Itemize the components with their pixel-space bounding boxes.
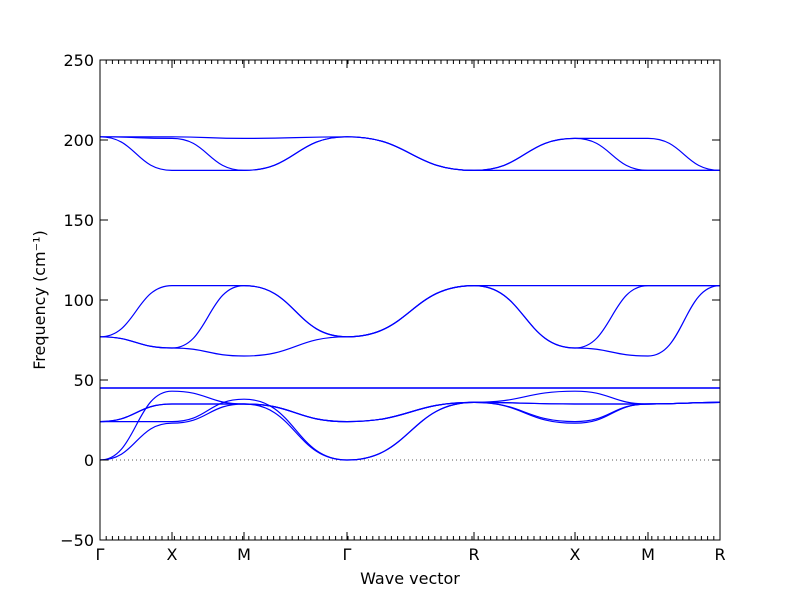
phonon-band <box>171 136 245 139</box>
x-tick-label: X <box>570 545 581 564</box>
phonon-band <box>99 390 173 461</box>
phonon-band <box>243 336 348 357</box>
phonon-band <box>574 137 649 171</box>
phonon-band <box>171 347 245 357</box>
phonon-band <box>243 285 348 338</box>
y-axis-ticks: −50 0 50 100 150 200 250 <box>60 51 720 550</box>
y-tick-label: −50 <box>60 531 94 550</box>
x-tick-label: M <box>237 545 251 564</box>
x-tick-label: Γ <box>96 545 105 564</box>
plot-frame <box>99 59 721 541</box>
phonon-band <box>171 285 245 349</box>
phonon-band <box>243 403 348 423</box>
phonon-band <box>99 336 173 349</box>
phonon-band <box>647 285 721 357</box>
phonon-band <box>99 422 173 461</box>
phonon-band <box>346 401 475 423</box>
x-axis-label: Wave vector <box>360 569 460 588</box>
x-minor-ticks <box>99 60 715 540</box>
phonon-band <box>473 401 576 405</box>
phonon-band <box>99 403 173 423</box>
phonon-band <box>99 136 173 171</box>
bands-group <box>99 136 721 461</box>
phonon-band <box>574 347 649 357</box>
y-tick-label: 200 <box>63 131 94 150</box>
phonon-band <box>243 398 348 461</box>
phonon-band <box>171 398 245 423</box>
x-tick-label: R <box>468 545 479 564</box>
y-tick-label: 250 <box>63 51 94 70</box>
phonon-band <box>346 136 475 171</box>
y-axis-label: Frequency (cm⁻¹) <box>30 230 49 369</box>
plot-area <box>100 60 720 540</box>
phonon-band <box>346 285 475 338</box>
x-tick-label: Γ <box>343 545 352 564</box>
phonon-band <box>99 285 173 338</box>
phonon-band <box>574 285 649 349</box>
phonon-band <box>243 136 348 171</box>
x-tick-label: X <box>167 545 178 564</box>
x-tick-label: R <box>714 545 725 564</box>
phonon-band <box>647 137 721 171</box>
y-tick-label: 0 <box>84 451 94 470</box>
x-tick-label: M <box>641 545 655 564</box>
y-tick-label: 150 <box>63 211 94 230</box>
phonon-band <box>346 401 475 461</box>
phonon-band <box>647 401 721 405</box>
phonon-band <box>473 285 576 349</box>
phonon-band <box>243 136 348 139</box>
y-tick-label: 100 <box>63 291 94 310</box>
phonon-band <box>473 137 576 171</box>
phonon-band <box>171 137 245 171</box>
y-tick-label: 50 <box>74 371 94 390</box>
